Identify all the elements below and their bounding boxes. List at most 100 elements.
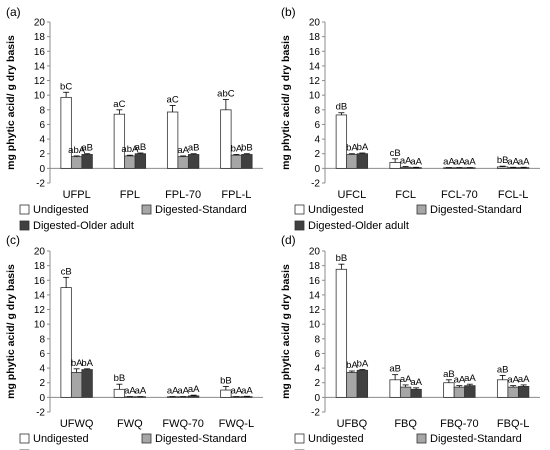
y-tick-label: 18 bbox=[34, 261, 46, 272]
x-tick-label: FPL bbox=[120, 189, 140, 201]
y-tick-label: 6 bbox=[314, 120, 320, 131]
legend-label: Undigested bbox=[33, 433, 89, 445]
y-tick-label: 2 bbox=[39, 378, 45, 389]
y-tick-label: 10 bbox=[309, 91, 321, 102]
bar bbox=[399, 166, 412, 169]
chart-panel-1: (a) -2 0 2 4 6 8 10 12 14 16 18 20 mg phytic acid/ g … bbox=[5, 5, 263, 232]
data-label: bB bbox=[114, 373, 126, 384]
legend-swatch bbox=[141, 204, 152, 215]
y-axis-title: mg phytic acid/ g dry basis bbox=[280, 264, 292, 399]
y-tick-label: 12 bbox=[309, 305, 321, 316]
y-axis-title: mg phytic acid/ g dry basis bbox=[280, 35, 292, 170]
bar bbox=[335, 268, 348, 398]
chart-panel-2: (b) -2 0 2 4 6 8 10 12 14 16 18 20 mg phytic acid/ g … bbox=[280, 5, 540, 232]
bar bbox=[399, 386, 412, 398]
bar bbox=[241, 396, 253, 398]
bar bbox=[389, 379, 401, 398]
x-tick-label: UFBQ bbox=[337, 418, 368, 430]
x-tick-label: FCL bbox=[395, 189, 416, 201]
y-tick-label: 0 bbox=[39, 164, 45, 175]
x-tick-label: FCL-70 bbox=[441, 189, 478, 201]
data-label: bA bbox=[81, 358, 93, 369]
y-tick-label: 4 bbox=[39, 135, 45, 146]
y-tick-label: 18 bbox=[309, 261, 321, 272]
legend-label: Digested-Standard bbox=[430, 433, 522, 445]
y-tick-label: 16 bbox=[309, 276, 321, 287]
data-label: abA bbox=[68, 145, 86, 156]
y-tick-label: 14 bbox=[34, 61, 46, 72]
y-tick-label: 10 bbox=[309, 320, 321, 331]
y-tick-label: 20 bbox=[34, 18, 46, 29]
y-tick-label: 20 bbox=[34, 247, 46, 258]
legend-swatch bbox=[19, 433, 30, 444]
legend-label: Undigested bbox=[33, 204, 89, 216]
y-tick-label: 8 bbox=[39, 105, 45, 116]
data-label: aB bbox=[81, 143, 93, 154]
y-tick-label: 8 bbox=[314, 105, 320, 116]
bar bbox=[166, 111, 179, 169]
y-tick-label: 6 bbox=[39, 120, 45, 131]
data-label: abC bbox=[217, 89, 235, 100]
x-tick-label: FPL-70 bbox=[165, 189, 201, 201]
data-label: aA bbox=[124, 386, 136, 397]
bar bbox=[335, 114, 348, 169]
bar bbox=[443, 382, 455, 398]
y-tick-label: 14 bbox=[309, 61, 321, 72]
y-tick-label: 18 bbox=[34, 32, 46, 43]
data-label: bA bbox=[231, 143, 243, 154]
panel-label: (c) bbox=[6, 233, 20, 247]
y-tick-label: 20 bbox=[309, 247, 321, 258]
data-label: aA bbox=[177, 386, 189, 397]
y-tick-label: 4 bbox=[314, 135, 320, 146]
panel-label: (b) bbox=[281, 5, 296, 19]
bar bbox=[81, 369, 93, 398]
bar bbox=[124, 155, 136, 169]
y-tick-label: -2 bbox=[311, 408, 320, 419]
data-label: aA bbox=[135, 386, 147, 397]
legend-swatch bbox=[416, 433, 427, 444]
y-tick-label: 8 bbox=[314, 334, 320, 345]
bar bbox=[113, 388, 126, 398]
bar bbox=[81, 154, 93, 169]
data-label: aA bbox=[443, 157, 455, 168]
data-label: bA bbox=[346, 360, 358, 371]
data-label: aB bbox=[443, 369, 455, 380]
x-tick-label: FCL-L bbox=[498, 189, 529, 201]
chart-panel-3: (c) -2 0 2 4 6 8 10 12 14 16 18 20 mg phytic acid/ g … bbox=[5, 233, 263, 450]
data-label: aA bbox=[241, 385, 253, 396]
y-tick-label: 4 bbox=[314, 364, 320, 375]
bar bbox=[389, 162, 401, 169]
data-label: aA bbox=[410, 377, 422, 388]
bar bbox=[410, 167, 422, 169]
y-tick-label: -2 bbox=[311, 179, 320, 190]
data-label: aB bbox=[497, 364, 509, 375]
bar bbox=[220, 389, 232, 398]
y-tick-label: 6 bbox=[39, 349, 45, 360]
y-tick-label: 16 bbox=[34, 47, 46, 58]
y-tick-label: 12 bbox=[309, 76, 321, 87]
data-label: dB bbox=[336, 102, 348, 113]
bar bbox=[356, 153, 369, 169]
y-tick-label: 6 bbox=[314, 349, 320, 360]
x-tick-label: FBQ-L bbox=[497, 418, 529, 430]
legend-swatch bbox=[416, 204, 427, 215]
data-label: aA bbox=[518, 156, 530, 167]
data-label: aA bbox=[454, 375, 466, 386]
data-label: aA bbox=[464, 157, 476, 168]
data-label: abA bbox=[121, 144, 139, 155]
x-tick-label: UFCL bbox=[338, 189, 367, 201]
data-label: aB bbox=[188, 143, 200, 154]
data-label: aC bbox=[113, 99, 125, 110]
data-label: bA bbox=[357, 142, 369, 153]
data-label: aA bbox=[231, 386, 243, 397]
bar bbox=[507, 167, 519, 169]
y-tick-label: 10 bbox=[34, 320, 46, 331]
data-label: aC bbox=[167, 94, 179, 105]
legend-label: Digested-Older adult bbox=[33, 220, 134, 232]
data-label: aA bbox=[454, 157, 466, 168]
x-tick-label: FWQ-70 bbox=[162, 418, 204, 430]
bar bbox=[187, 154, 200, 169]
y-tick-label: 2 bbox=[39, 149, 45, 160]
bar bbox=[60, 96, 72, 169]
legend-label: Digested-Older adult bbox=[308, 220, 409, 232]
